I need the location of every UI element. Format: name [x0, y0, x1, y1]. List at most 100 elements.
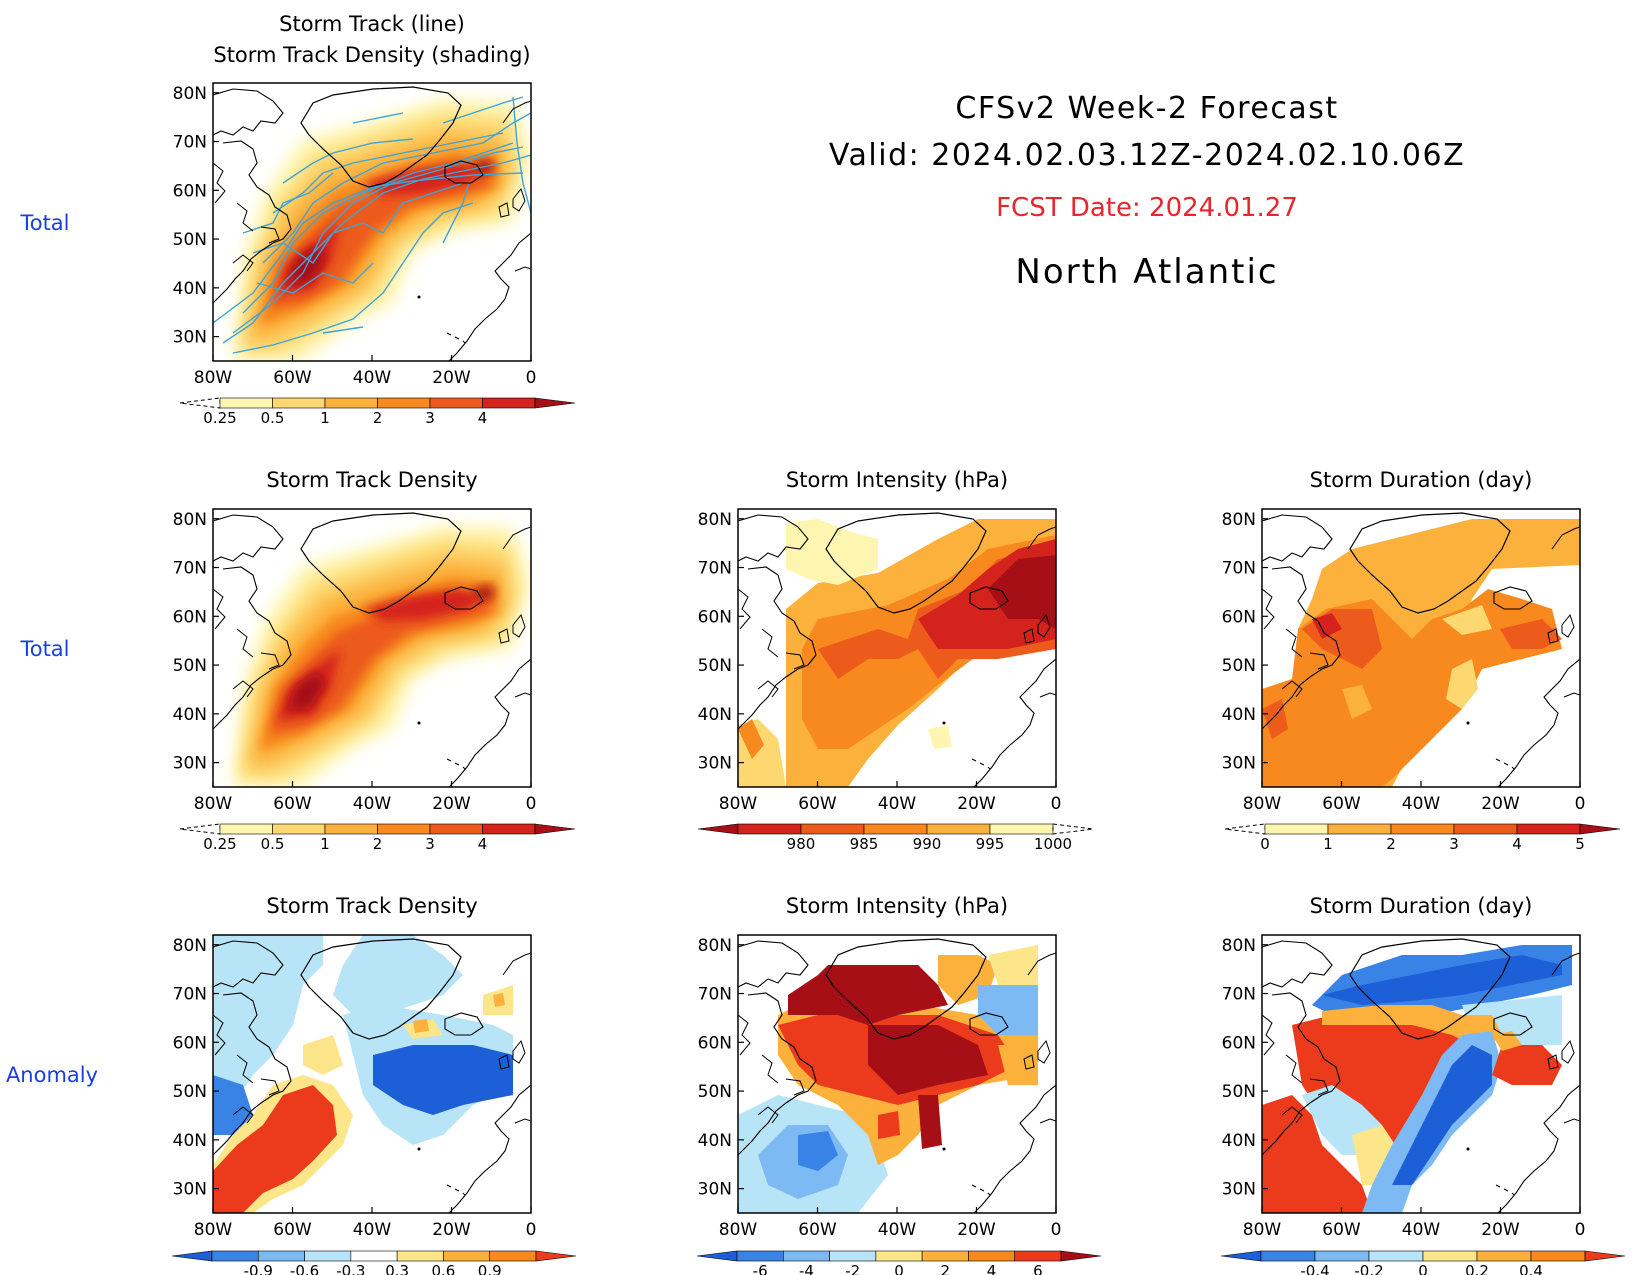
lon-tick-label: 20W	[432, 794, 471, 814]
lat-tick-label: 30N	[698, 754, 732, 774]
colorbar-label: 1	[320, 409, 330, 427]
colorbar-label: 1	[1323, 835, 1333, 853]
colorbar-label: -6	[753, 1262, 768, 1275]
panel-title: Storm Intensity (hPa)	[786, 468, 1008, 492]
colorbar-label: 980	[787, 835, 816, 853]
lat-tick-label: 50N	[698, 656, 732, 676]
colorbar-density-total: 0.25 0.5 1 2 3 4	[179, 823, 576, 853]
lon-tick-label: 0	[526, 368, 537, 388]
lat-tick-label: 70N	[698, 559, 732, 579]
colorbar-label: 1	[320, 835, 330, 853]
lon-tick-label: 40W	[878, 794, 917, 814]
lat-tick-label: 50N	[173, 656, 207, 676]
colorbar-label: 0.2	[1465, 1262, 1489, 1275]
colorbar-label: 0.25	[203, 409, 236, 427]
lat-tick-label: 30N	[1222, 1180, 1256, 1200]
colorbar-label: -0.6	[290, 1262, 319, 1275]
axis-labels: 80N 70N 60N 50N 40N 30N 80W 60W 40W 20W 0	[173, 510, 537, 814]
colorbar-label: 1000	[1034, 835, 1072, 853]
panel-title-line1: Storm Track (line)	[279, 12, 465, 36]
lon-tick-label: 60W	[1322, 1220, 1361, 1240]
colorbar-label: 3	[425, 835, 435, 853]
lat-tick-label: 60N	[698, 607, 732, 627]
lon-tick-label: 80W	[719, 794, 758, 814]
colorbar-label: 985	[850, 835, 879, 853]
colorbar-label: 5	[1575, 835, 1585, 853]
colorbar-label: 3	[425, 409, 435, 427]
panel-density-anomaly: Storm Track Density 80N70N60N50N40N30N80…	[173, 894, 537, 1240]
axis-labels: 80N 70N 60N 50N 40N 30N 80W 60W 40W 20W 0	[173, 936, 537, 1240]
panel-title: Storm Duration (day)	[1310, 468, 1533, 492]
lon-tick-label: 80W	[1243, 794, 1282, 814]
lat-tick-label: 80N	[173, 84, 207, 104]
lon-tick-label: 20W	[957, 794, 996, 814]
forecast-header: CFSv2 Week-2 Forecast Valid: 2024.02.03.…	[829, 91, 1465, 292]
lon-tick-label: 0	[526, 794, 537, 814]
lon-tick-label: 0	[1575, 794, 1586, 814]
colorbar-label: -0.4	[1300, 1262, 1329, 1275]
axis-labels: 80N 70N 60N 50N 40N 30N 80W 60W 40W 20W 0	[698, 936, 1062, 1240]
valid-period: Valid: 2024.02.03.12Z-2024.02.10.06Z	[829, 138, 1465, 173]
axis-labels: 80N 70N 60N 50N 40N 30N 80W 60W 40W 20W 0	[698, 510, 1062, 814]
lat-tick-label: 70N	[1222, 559, 1256, 579]
colorbar-label: 0.3	[385, 1262, 409, 1275]
lat-tick-label: 60N	[173, 607, 207, 627]
lat-tick-label: 40N	[173, 705, 207, 725]
lon-tick-label: 60W	[273, 794, 312, 814]
colorbar-label: 0.5	[261, 409, 285, 427]
panel-duration-total: Storm Duration (day) 80N70N60N50N40N30N8…	[1222, 468, 1586, 814]
region-name: North Atlantic	[1015, 252, 1278, 292]
panel-duration-anomaly: Storm Duration (day) 80N70N60N50N40N30N8…	[1222, 894, 1586, 1240]
lon-tick-label: 40W	[1402, 1220, 1441, 1240]
colorbar-label: 0.9	[478, 1262, 502, 1275]
lon-tick-label: 60W	[798, 1220, 837, 1240]
colorbar-label: 0.5	[261, 835, 285, 853]
lat-tick-label: 70N	[173, 133, 207, 153]
panel-title-line2: Storm Track Density (shading)	[213, 43, 530, 67]
axis-labels: 80N 70N 60N 50N 40N 30N 80W 60W 40W 20W 0	[1222, 510, 1586, 814]
lon-tick-label: 0	[1575, 1220, 1586, 1240]
lon-tick-label: 20W	[1481, 794, 1520, 814]
colorbar-duration-total: 0 1 2 3 4 5	[1224, 823, 1621, 853]
panel-intensity-anomaly: Storm Intensity (hPa) 80N 70N 60N 50N 40N 30N…	[698, 894, 1062, 1240]
colorbar-label: 0.6	[431, 1262, 455, 1275]
lon-tick-label: 0	[526, 1220, 537, 1240]
lat-tick-label: 70N	[173, 559, 207, 579]
axis-labels: 80N 70N 60N 50N 40N 30N 80W 60W 40W 20W 0	[1222, 936, 1586, 1240]
panel-density-total: Storm Track Density 80N70N60N50N40N30N80…	[173, 468, 537, 814]
colorbar-intensity-anomaly: -6 -4 -2 0 2 4 6	[696, 1250, 1102, 1275]
panel-title: Storm Intensity (hPa)	[786, 894, 1008, 918]
colorbar-label: 995	[976, 835, 1005, 853]
lat-tick-label: 50N	[1222, 656, 1256, 676]
lat-tick-label: 30N	[173, 328, 207, 348]
row-label-1: Total	[19, 211, 69, 235]
lon-tick-label: 40W	[878, 1220, 917, 1240]
model-title: CFSv2 Week-2 Forecast	[955, 91, 1338, 126]
colorbar-label: 2	[941, 1262, 951, 1275]
row-label-2: Total	[19, 637, 69, 661]
colorbar-label: 4	[987, 1262, 997, 1275]
colorbar-label: 2	[373, 409, 383, 427]
lon-tick-label: 40W	[353, 1220, 392, 1240]
lat-tick-label: 70N	[173, 985, 207, 1005]
colorbar-label: -0.2	[1354, 1262, 1383, 1275]
panel-title: Storm Track Density	[266, 468, 477, 492]
lon-tick-label: 20W	[1481, 1220, 1520, 1240]
lat-tick-label: 40N	[1222, 705, 1256, 725]
lat-tick-label: 60N	[173, 1033, 207, 1053]
lat-tick-label: 40N	[173, 279, 207, 299]
lon-tick-label: 80W	[1243, 1220, 1282, 1240]
colorbar-label: 4	[1512, 835, 1522, 853]
colorbar-label: 990	[913, 835, 942, 853]
lat-tick-label: 80N	[1222, 936, 1256, 956]
colorbar-label: 0.25	[203, 835, 236, 853]
panel-intensity-total: Storm Intensity (hPa) 80N 70N 60N 50N 40N 30N…	[698, 468, 1062, 814]
lon-tick-label: 60W	[273, 1220, 312, 1240]
lat-tick-label: 60N	[1222, 1033, 1256, 1053]
lat-tick-label: 60N	[698, 1033, 732, 1053]
lon-tick-label: 60W	[1322, 794, 1361, 814]
lat-tick-label: 80N	[698, 936, 732, 956]
colorbar-label: 2	[1386, 835, 1396, 853]
colorbar-label: 0	[1260, 835, 1270, 853]
